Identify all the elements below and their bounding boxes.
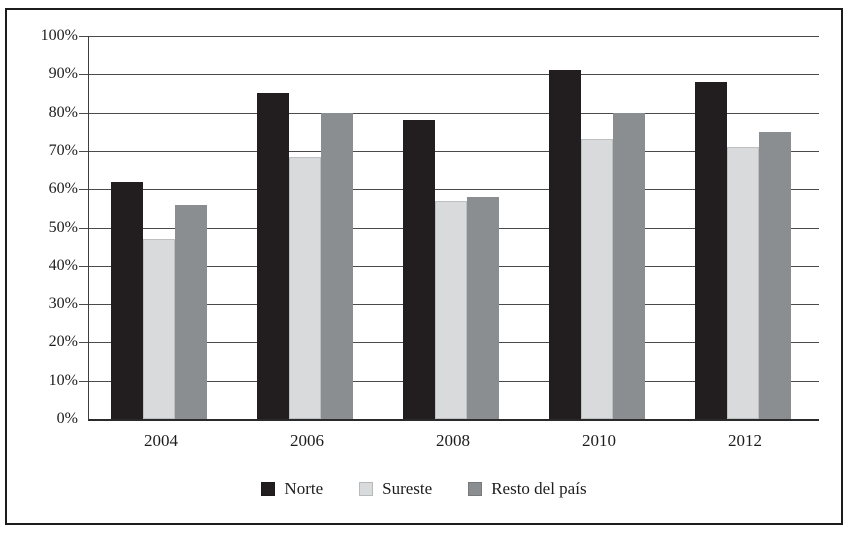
legend: Norte Sureste Resto del país: [0, 479, 848, 499]
x-tick-label-2010: 2010: [582, 431, 616, 450]
y-tick-label: 20%: [48, 333, 78, 351]
y-tick-label: 50%: [48, 218, 78, 236]
y-tick-mark: [79, 112, 88, 114]
legend-label-sureste: Sureste: [382, 479, 433, 498]
y-tick-mark: [79, 74, 88, 76]
legend-label-norte: Norte: [284, 479, 324, 498]
y-tick-label: 60%: [48, 180, 78, 198]
bar-norte-2008: [403, 120, 435, 419]
bar-resto-del-pais-2004: [175, 205, 207, 419]
legend-label-resto-del-pais: Resto del país: [491, 479, 587, 498]
bar-resto-del-pais-2010: [613, 113, 645, 419]
gridline-60: [89, 189, 819, 191]
y-tick-mark: [79, 265, 88, 267]
y-tick-mark: [79, 189, 88, 191]
y-tick-label: 40%: [48, 256, 78, 274]
bar-sureste-2006: [289, 157, 321, 419]
gridline-80: [89, 112, 819, 114]
gridline-70: [89, 150, 819, 152]
legend-item-norte: Norte: [261, 479, 323, 499]
bar-norte-2006: [257, 93, 289, 419]
y-tick-mark: [79, 304, 88, 306]
x-tick-label-2006: 2006: [290, 431, 324, 450]
y-tick-label: 10%: [48, 371, 78, 389]
y-tick-mark: [79, 342, 88, 344]
bar-resto-del-pais-2006: [321, 113, 353, 419]
legend-item-sureste: Sureste: [359, 479, 432, 499]
legend-item-resto-del-pais: Resto del país: [468, 479, 587, 499]
y-tick-mark: [79, 36, 88, 37]
bar-sureste-2008: [435, 201, 467, 419]
y-tick-mark: [79, 150, 88, 152]
x-tick-label-2004: 2004: [144, 431, 178, 450]
y-tick-mark: [79, 380, 88, 382]
bar-sureste-2004: [143, 239, 175, 419]
bar-sureste-2010: [581, 139, 613, 419]
legend-swatch-norte: [261, 482, 276, 496]
bar-resto-del-pais-2012: [759, 132, 791, 419]
bar-resto-del-pais-2008: [467, 197, 499, 419]
y-tick-mark: [79, 227, 88, 229]
bar-norte-2012: [695, 82, 727, 419]
bar-sureste-2012: [727, 147, 759, 419]
legend-swatch-resto-del-pais: [468, 482, 483, 496]
bar-norte-2004: [111, 182, 143, 419]
gridline-100: [89, 36, 819, 37]
y-tick-label: 100%: [40, 27, 78, 44]
plot-area: [79, 36, 819, 421]
x-tick-label-2008: 2008: [436, 431, 470, 450]
y-tick-label: 90%: [48, 65, 78, 83]
y-tick-label: 0%: [56, 410, 78, 427]
y-tick-label: 30%: [48, 295, 78, 313]
bar-norte-2010: [549, 70, 581, 419]
legend-swatch-sureste: [359, 482, 374, 496]
x-tick-label-2012: 2012: [728, 431, 762, 450]
y-tick-label: 70%: [48, 141, 78, 159]
y-tick-label: 80%: [48, 103, 78, 121]
gridline-90: [89, 74, 819, 76]
